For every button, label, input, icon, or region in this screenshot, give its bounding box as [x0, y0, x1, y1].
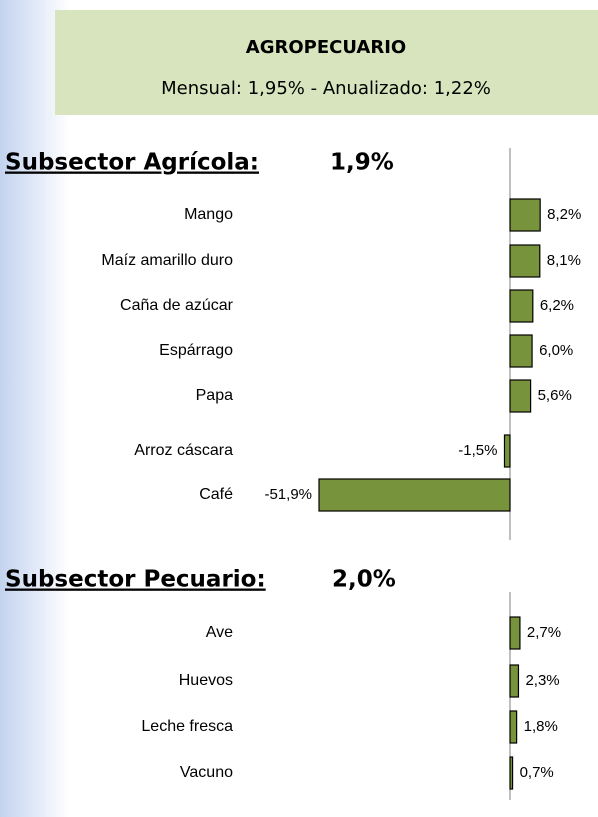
value-label: 5,6%	[538, 387, 572, 404]
category-label: Ave	[206, 624, 233, 641]
subsector-value: 1,9%	[330, 150, 394, 176]
value-label: 2,7%	[527, 624, 561, 641]
bar	[509, 198, 541, 232]
subsector-value: 2,0%	[332, 567, 396, 593]
bar	[318, 478, 511, 512]
bar	[503, 434, 511, 468]
category-label: Leche fresca	[141, 718, 233, 735]
bar	[509, 244, 541, 278]
bar	[509, 334, 533, 368]
bar	[509, 289, 534, 323]
header-subtitle: Mensual: 1,95% - Anualizado: 1,22%	[161, 78, 491, 99]
value-label: 6,2%	[540, 297, 574, 314]
header-box	[55, 10, 598, 115]
value-label: 0,7%	[520, 764, 554, 781]
value-label: -1,5%	[458, 442, 497, 459]
category-label: Maíz amarillo duro	[101, 252, 233, 269]
category-label: Vacuno	[180, 764, 233, 781]
bar	[509, 379, 532, 413]
header-title: AGROPECUARIO	[246, 37, 406, 58]
bar	[509, 664, 520, 698]
category-label: Espárrago	[159, 342, 233, 359]
subsector-title: Subsector Agrícola:	[5, 150, 259, 176]
value-label: -51,9%	[264, 486, 312, 503]
value-label: 8,2%	[547, 206, 581, 223]
bar	[509, 616, 521, 650]
value-label: 2,3%	[525, 672, 559, 689]
value-label: 1,8%	[524, 718, 558, 735]
category-label: Arroz cáscara	[134, 442, 233, 459]
category-label: Huevos	[179, 672, 233, 689]
category-label: Papa	[196, 387, 233, 404]
category-label: Café	[199, 486, 233, 503]
subsector-title: Subsector Pecuario:	[5, 567, 266, 593]
value-label: 8,1%	[547, 252, 581, 269]
category-label: Mango	[184, 206, 233, 223]
side-stripe	[0, 0, 70, 817]
category-label: Caña de azúcar	[120, 297, 234, 314]
value-label: 6,0%	[539, 342, 573, 359]
bar	[509, 710, 518, 744]
bar	[509, 756, 514, 790]
